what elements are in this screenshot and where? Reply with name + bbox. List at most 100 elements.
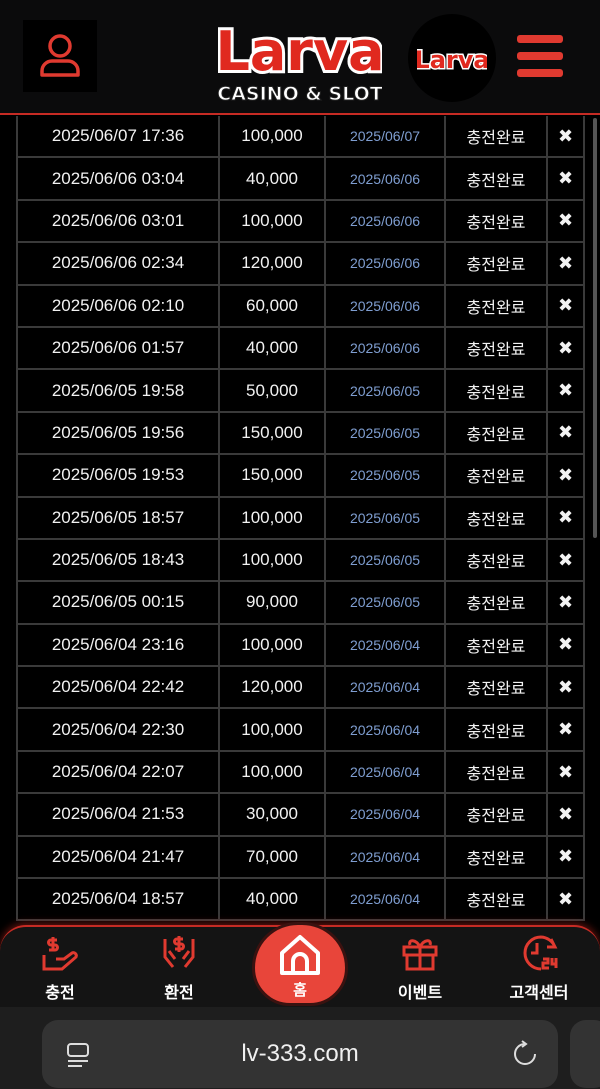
delete-button[interactable]: ✖ [546,370,585,411]
user-button[interactable] [23,20,97,92]
url-text: lv-333.com [241,1040,359,1067]
delete-button[interactable]: ✖ [546,200,585,242]
table-row: 2025/06/06 01:57 40,000 2025/06/06 충전완료 ✖ [16,327,585,371]
nav-withdraw[interactable]: 환전 [129,927,229,1003]
nav-event[interactable]: 이벤트 [370,927,470,1003]
deposit-hand-icon [42,937,78,971]
table-row: 2025/06/06 03:01 100,000 2025/06/06 충전완료 ✖ [16,200,585,244]
status: 충전완료 [444,158,546,199]
status: 충전완료 [444,794,546,835]
delete-button[interactable]: ✖ [546,879,585,920]
processed-date: 2025/06/04 [324,709,444,750]
table-row: 2025/06/05 19:58 50,000 2025/06/05 충전완료 ✖ [16,370,585,413]
user-icon [40,34,80,77]
table-row: 2025/06/05 00:15 90,000 2025/06/05 충전완료 ✖ [16,582,585,625]
table-row: 2025/06/05 19:56 150,000 2025/06/05 충전완료 ✖ [16,412,585,456]
status: 충전완료 [444,327,546,369]
delete-button[interactable]: ✖ [546,158,585,199]
status: 충전완료 [444,582,546,623]
processed-date: 2025/06/04 [324,794,444,835]
processed-date: 2025/06/05 [324,582,444,623]
deposit-history-table: 2025/06/07 17:36 100,000 2025/06/07 충전완료 ✖ 20… [16,116,585,922]
request-datetime: 2025/06/05 18:43 [16,539,218,581]
nav-deposit[interactable]: 충전 [10,927,110,1003]
processed-date: 2025/06/06 [324,243,444,284]
table-row: 2025/06/04 22:07 100,000 2025/06/04 충전완료 ✖ [16,751,585,795]
delete-button[interactable]: ✖ [546,794,585,835]
request-datetime: 2025/06/04 21:47 [16,836,218,878]
delete-button[interactable]: ✖ [546,539,585,581]
delete-button[interactable]: ✖ [546,751,585,793]
amount: 70,000 [218,836,324,878]
table-row: 2025/06/04 22:42 120,000 2025/06/04 충전완료 ✖ [16,667,585,710]
processed-date: 2025/06/06 [324,200,444,242]
request-datetime: 2025/06/05 19:58 [16,370,218,411]
delete-button[interactable]: ✖ [546,116,585,157]
status: 충전완료 [444,709,546,750]
status: 충전완료 [444,539,546,581]
amount: 40,000 [218,158,324,199]
delete-button[interactable]: ✖ [546,412,585,454]
logo-subtitle: CASINO & SLOT [218,83,382,105]
delete-button[interactable]: ✖ [546,497,585,538]
request-datetime: 2025/06/04 22:42 [16,667,218,708]
delete-button[interactable]: ✖ [546,327,585,369]
amount: 100,000 [218,539,324,581]
delete-button[interactable]: ✖ [546,709,585,750]
larva-logo[interactable]: Larva CASINO & SLOT [212,4,387,108]
request-datetime: 2025/06/06 03:04 [16,158,218,199]
floating-logo-button[interactable]: Larva [408,14,496,102]
table-row: 2025/06/04 21:47 70,000 2025/06/04 충전완료 ✖ [16,836,585,880]
processed-date: 2025/06/04 [324,751,444,793]
address-bar[interactable]: lv-333.com [42,1020,558,1088]
delete-button[interactable]: ✖ [546,243,585,284]
request-datetime: 2025/06/06 03:01 [16,200,218,242]
amount: 60,000 [218,285,324,326]
amount: 100,000 [218,200,324,242]
processed-date: 2025/06/06 [324,158,444,199]
delete-button[interactable]: ✖ [546,836,585,878]
table-row: 2025/06/06 02:10 60,000 2025/06/06 충전완료 ✖ [16,285,585,328]
header: Larva CASINO & SLOT [0,0,600,115]
nav-home[interactable]: 홈 [252,922,348,1006]
table-row: 2025/06/06 02:34 120,000 2025/06/06 충전완료 ✖ [16,243,585,286]
processed-date: 2025/06/05 [324,497,444,538]
table-row: 2025/06/05 18:43 100,000 2025/06/05 충전완료 ✖ [16,539,585,583]
processed-date: 2025/06/05 [324,539,444,581]
gift-icon [402,939,438,971]
table-row: 2025/06/04 21:53 30,000 2025/06/04 충전완료 ✖ [16,794,585,837]
scrollbar[interactable] [593,118,597,538]
status: 충전완료 [444,751,546,793]
tabs-button[interactable] [570,1020,600,1088]
amount: 100,000 [218,624,324,666]
menu-button[interactable] [517,35,563,77]
amount: 50,000 [218,370,324,411]
processed-date: 2025/06/06 [324,285,444,326]
table-row: 2025/06/05 19:53 150,000 2025/06/05 충전완료 ✖ [16,455,585,498]
hamburger-icon [517,35,563,43]
logo-text: Larva [218,20,382,83]
reader-icon[interactable] [66,1042,90,1068]
processed-date: 2025/06/04 [324,624,444,666]
amount: 120,000 [218,243,324,284]
amount: 120,000 [218,667,324,708]
amount: 100,000 [218,751,324,793]
delete-button[interactable]: ✖ [546,455,585,496]
request-datetime: 2025/06/04 22:30 [16,709,218,750]
request-datetime: 2025/06/04 22:07 [16,751,218,793]
home-icon [280,935,320,975]
status: 충전완료 [444,455,546,496]
delete-button[interactable]: ✖ [546,582,585,623]
delete-button[interactable]: ✖ [546,285,585,326]
reload-icon[interactable] [512,1040,538,1068]
floating-logo-text: Larva [417,46,487,74]
delete-button[interactable]: ✖ [546,624,585,666]
request-datetime: 2025/06/05 19:56 [16,412,218,454]
amount: 100,000 [218,709,324,750]
amount: 100,000 [218,116,324,157]
status: 충전완료 [444,497,546,538]
amount: 100,000 [218,497,324,538]
delete-button[interactable]: ✖ [546,667,585,708]
nav-support[interactable]: 고객센터 [489,927,589,1003]
status: 충전완료 [444,116,546,157]
